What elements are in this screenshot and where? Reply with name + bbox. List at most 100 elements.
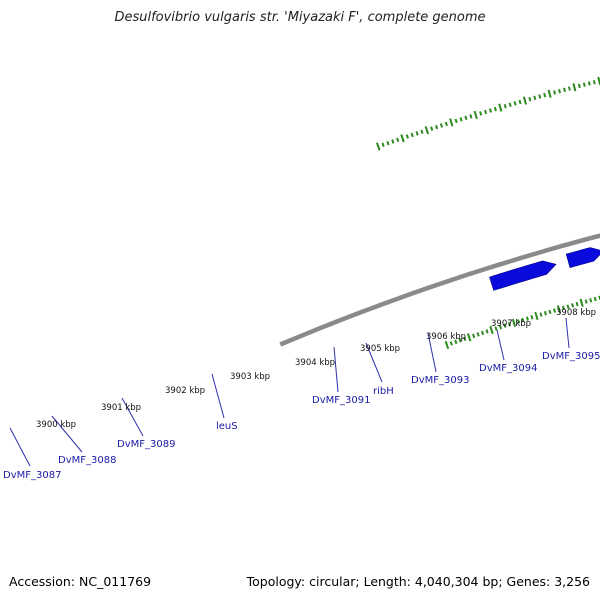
outer-tick [391,139,395,144]
inner-tick [530,315,534,320]
inner-tick [589,298,593,303]
ruler-label: 3900 kbp [36,420,76,430]
inner-tick [552,308,557,313]
outer-tick [498,103,503,112]
outer-tick [518,99,522,105]
inner-tick [463,336,467,342]
outer-tick [493,106,497,112]
inner-tick [498,324,503,330]
ruler-labels: 3900 kbp 3901 kbp 3902 kbp 3903 kbp 3904 kbp… [36,308,596,430]
inner-tick [466,333,472,342]
outer-tick [528,97,532,102]
topology-text: Topology: circular; Length: 4,040,304 bp… [246,574,590,589]
outer-tick [376,142,381,151]
inner-tick [548,309,552,315]
inner-tick [575,301,579,307]
outer-tick [582,82,586,87]
gene-label: leuS [216,421,238,432]
inner-tick [516,319,520,324]
inner-tick [444,340,450,350]
outer-tick [543,92,547,98]
outer-tick [547,89,552,98]
gene-arrow [489,260,557,291]
outer-tick [439,123,444,128]
inner-tick [494,326,498,331]
outer-tick [558,88,562,94]
inner-tick [476,332,480,337]
gene-label: DvMF_3091 [312,395,370,406]
gene-features [489,247,600,291]
accession-text: Accession: NC_011769 [9,574,152,589]
inner-tick [539,312,543,317]
gene-label: DvMF_3093 [411,375,469,386]
outer-tick [577,83,581,89]
outer-tick [464,115,468,121]
outer-tick-ring [376,76,600,151]
outer-tick [503,103,507,109]
outer-tick [424,126,430,135]
leader-line [9,427,31,467]
outer-tick [459,117,463,122]
outer-tick [553,90,557,95]
backbone-line [279,233,600,347]
outer-tick [400,134,405,143]
outer-tick [488,108,492,113]
gene-label: DvMF_3088 [58,455,116,466]
leader-line [496,329,505,361]
outer-tick [415,131,419,136]
outer-tick [587,81,591,86]
leader-line [333,346,339,393]
ruler-label: 3905 kbp [360,344,400,354]
inner-tick [566,304,570,309]
leader-line [51,415,83,453]
outer-tick [513,101,517,106]
inner-tick [543,311,547,316]
outer-tick [430,126,434,131]
ruler-label: 3903 kbp [230,372,270,382]
leader-line [365,342,383,383]
outer-tick [572,83,577,92]
inner-tick [584,299,588,304]
inner-tick [481,330,485,336]
outer-tick [473,110,478,120]
inner-tick [472,333,476,339]
inner-tick [525,316,529,321]
gene-label: ribH [373,386,394,397]
outer-tick [405,134,409,139]
outer-tick [533,95,537,101]
ruler-label: 3904 kbp [295,358,335,368]
outer-tick [563,87,566,93]
outer-tick [381,142,385,148]
outer-tick [484,109,488,115]
inner-tick [503,323,507,328]
inner-tick [562,305,566,311]
gene-label: DvMF_3087 [3,470,61,481]
map-title: Desulfovibrio vulgaris str. 'Miyazaki F'… [114,10,486,25]
inner-tick [521,317,525,323]
inner-tick [449,341,453,346]
outer-tick [522,96,527,105]
outer-tick [449,118,454,127]
leader-line [565,317,570,349]
gene-label: DvMF_3089 [117,439,175,450]
inner-tick-ring [444,295,600,350]
gene-label: DvMF_3095 [542,351,600,362]
inner-tick [593,296,597,302]
gene-label: DvMF_3094 [479,363,537,374]
inner-tick [507,322,512,327]
inner-tick [485,329,489,334]
inner-tick [454,339,458,345]
outer-tick [469,114,473,119]
outer-tick [410,132,414,138]
inner-tick [458,338,462,343]
inner-tick [534,311,539,321]
ruler-label: 3907 kbp [491,319,531,329]
outer-tick [567,86,571,91]
leader-line [121,397,144,437]
outer-tick [508,102,512,107]
inner-tick [579,298,584,307]
outer-tick [386,140,390,146]
outer-tick [592,80,596,85]
